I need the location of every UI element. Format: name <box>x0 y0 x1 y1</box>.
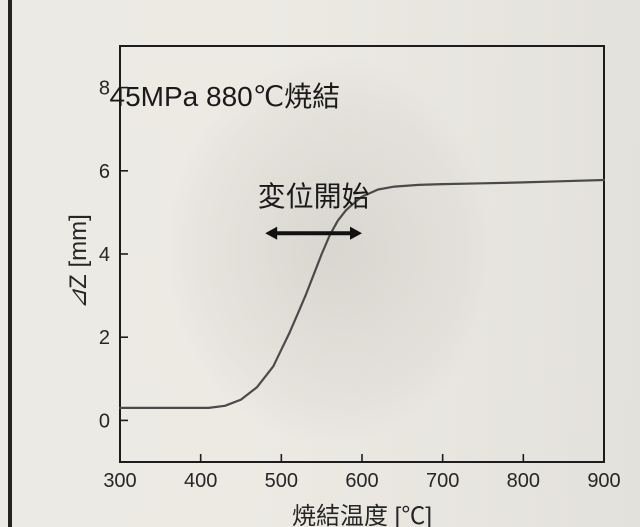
svg-text:8: 8 <box>99 78 110 100</box>
chart-title: 45MPa 880℃焼結 <box>110 75 341 115</box>
y-axis-label: ⊿Z [mm] <box>64 214 93 309</box>
svg-text:0: 0 <box>99 410 110 432</box>
svg-text:800: 800 <box>507 470 540 492</box>
page: 30040050060070080090002468 45MPa 880℃焼結 … <box>0 0 640 527</box>
svg-text:500: 500 <box>265 470 298 492</box>
svg-text:700: 700 <box>426 470 459 492</box>
displacement-start-label: 変位開始 <box>258 175 370 215</box>
z-symbol: Z <box>65 274 92 289</box>
delta-symbol: ⊿ <box>65 289 92 309</box>
svg-text:600: 600 <box>345 470 378 492</box>
svg-text:300: 300 <box>103 470 136 492</box>
x-axis-label: 焼結温度 [℃] <box>292 496 432 527</box>
svg-text:6: 6 <box>99 161 110 183</box>
svg-text:400: 400 <box>184 470 217 492</box>
svg-text:2: 2 <box>99 327 110 349</box>
y-unit: [mm] <box>65 214 92 274</box>
svg-text:4: 4 <box>99 244 110 266</box>
svg-text:900: 900 <box>587 470 620 492</box>
